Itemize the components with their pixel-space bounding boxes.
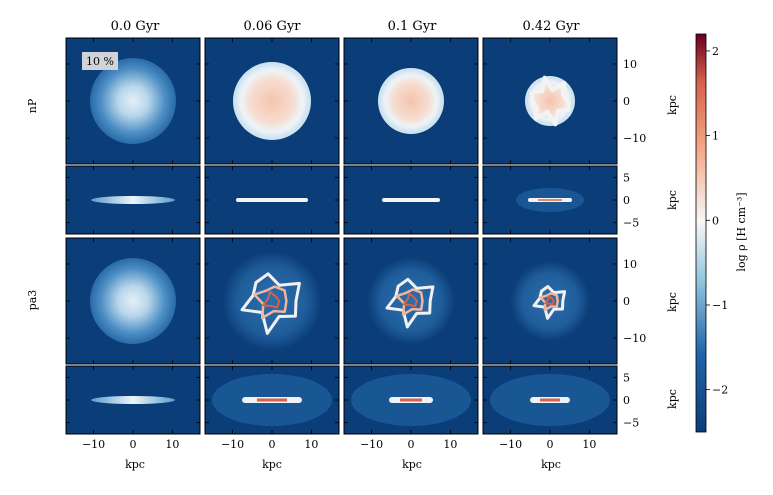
colorbar-tick-label: 2 — [712, 45, 719, 58]
y-tick-label: −5 — [623, 417, 639, 430]
y-tick-label: 0 — [623, 95, 630, 108]
panel-np-edge-2 — [204, 165, 340, 235]
x-tick-label: 0 — [408, 438, 415, 451]
panel-np-edge-1 — [65, 165, 201, 235]
x-tick-label: −10 — [360, 438, 383, 451]
panel-pa3-edge-3 — [343, 365, 479, 435]
colorbar-tick-label: −1 — [712, 299, 728, 312]
panel-np-edge-4 — [482, 165, 618, 235]
x-tick-label: 10 — [304, 438, 318, 451]
x-tick-label: 10 — [443, 438, 457, 451]
annotation-box — [82, 52, 118, 70]
column-title-1: 0.0 Gyr — [111, 19, 161, 34]
y-tick-label: −10 — [623, 332, 646, 345]
panel-pa3-face-3 — [343, 237, 479, 365]
panel-grid: 10 0 −10 5 0 −5 10 0 −10 5 0 −5 −10 0 10 −10 0 10 −10 0 10 −1… — [65, 37, 646, 451]
colorbar-label: log ρ [H cm⁻³] — [735, 192, 748, 271]
column-title-3: 0.1 Gyr — [388, 19, 438, 34]
y-tick-label: 0 — [623, 295, 630, 308]
x-tick-label: 0 — [269, 438, 276, 451]
row-label-pa3: pa3 — [26, 290, 39, 311]
x-tick-label: −10 — [82, 438, 105, 451]
panel-pa3-face-4 — [482, 237, 618, 365]
y-tick-label: 5 — [623, 171, 630, 184]
y-tick-label: 5 — [623, 371, 630, 384]
annotation-label: 10 % — [86, 55, 114, 68]
x-tick-label: −10 — [499, 438, 522, 451]
x-tick-label: 0 — [547, 438, 554, 451]
x-axis-label-1: kpc — [125, 458, 145, 471]
y-axis-label-face-1: kpc — [666, 95, 679, 115]
panel-np-face-3 — [343, 37, 479, 165]
x-axis-label-2: kpc — [262, 458, 282, 471]
panel-pa3-face-2 — [204, 237, 340, 365]
colorbar-tick-label: −2 — [712, 384, 728, 397]
y-axis-label-face-2: kpc — [666, 292, 679, 312]
panel-pa3-edge-2 — [204, 365, 340, 435]
panel-pa3-face-1 — [65, 237, 201, 365]
y-tick-label: 0 — [623, 394, 630, 407]
y-tick-label: 10 — [623, 58, 637, 71]
panel-pa3-edge-4 — [482, 365, 618, 435]
x-tick-label: 0 — [130, 438, 137, 451]
y-tick-label: −5 — [623, 217, 639, 230]
row-label-np: nP — [26, 98, 39, 113]
x-axis-label-4: kpc — [541, 458, 561, 471]
column-title-4: 0.42 Gyr — [522, 19, 580, 34]
y-axis-label-edge-1: kpc — [666, 190, 679, 210]
panel-np-face-1 — [65, 37, 201, 165]
y-axis-label-edge-2: kpc — [666, 389, 679, 409]
colorbar-ticks: 2 1 0 −1 −2 — [706, 45, 728, 397]
panel-pa3-edge-1 — [65, 365, 201, 435]
x-tick-label: 10 — [582, 438, 596, 451]
x-axis-label-3: kpc — [402, 458, 422, 471]
y-tick-label: 10 — [623, 258, 637, 271]
panel-np-edge-3 — [343, 165, 479, 235]
colorbar-tick-label: 0 — [712, 214, 719, 227]
colorbar — [695, 33, 707, 433]
x-tick-label: −10 — [221, 438, 244, 451]
y-tick-label: 0 — [623, 194, 630, 207]
colorbar-tick-label: 1 — [712, 130, 719, 143]
x-tick-label: 10 — [165, 438, 179, 451]
y-tick-label: −10 — [623, 132, 646, 145]
panel-np-face-2 — [204, 37, 340, 165]
column-title-2: 0.06 Gyr — [243, 19, 301, 34]
panel-np-face-4 — [482, 37, 618, 165]
